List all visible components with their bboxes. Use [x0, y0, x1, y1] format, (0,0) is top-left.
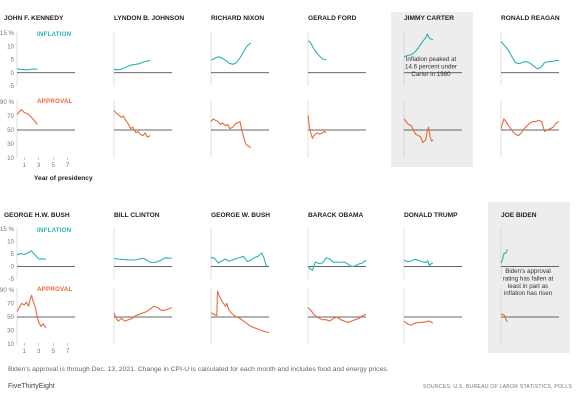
approval-tick-label: 30: [7, 141, 14, 148]
x-tick-label: 3: [37, 162, 41, 169]
approval-line-ronald-reagan: [500, 118, 560, 137]
x-tick-label: 3: [37, 348, 41, 355]
panel-title-lyndon-b-johnson: LYNDON B. JOHNSON: [114, 15, 184, 22]
approval-tick-label: 90 %: [0, 287, 14, 294]
panel-title-gerald-ford: GERALD FORD: [308, 15, 357, 22]
approval-tick-label: 10: [7, 155, 14, 162]
approval-label: APPROVAL: [37, 98, 73, 105]
inflation-tick-label: 5: [11, 251, 15, 258]
panel-title-joe-biden: JOE BIDEN: [501, 212, 537, 219]
annotation-jimmy-carter: Carter in 1980: [411, 71, 451, 78]
approval-line-joe-biden: [501, 313, 508, 323]
inflation-line-barack-obama: [307, 257, 367, 271]
approval-tick-label: 70: [7, 301, 14, 308]
approval-tick-label: 90 %: [0, 99, 14, 106]
annotation-jimmy-carter: Inflation peaked at: [406, 56, 457, 63]
x-tick-label: 5: [52, 162, 56, 169]
inflation-label: INFLATION: [37, 31, 72, 38]
inflation-line-donald-trump: [403, 258, 434, 267]
inflation-line-joe-biden: [500, 249, 508, 264]
inflation-tick-label: 15 %: [0, 226, 14, 233]
inflation-line-richard-nixon: [210, 42, 252, 65]
panel-title-george-h-w-bush: GEORGE H.W. BUSH: [4, 212, 70, 219]
approval-line-richard-nixon: [210, 118, 252, 148]
panel-title-george-w-bush: GEORGE W. BUSH: [211, 212, 270, 219]
approval-line-george-w-bush: [210, 290, 270, 334]
inflation-tick-label: 15 %: [0, 30, 14, 37]
approval-tick-label: 10: [7, 341, 14, 348]
inflation-line-george-w-bush: [210, 252, 268, 267]
inflation-line-lyndon-b-johnson: [113, 60, 151, 71]
highlight-box-jimmy-carter: [391, 12, 473, 167]
approval-tick-label: 50: [7, 127, 14, 134]
approval-line-jimmy-carter: [403, 118, 434, 144]
panel-title-richard-nixon: RICHARD NIXON: [211, 15, 264, 22]
inflation-tick-label: 5: [11, 57, 15, 64]
inflation-line-jimmy-carter: [403, 33, 434, 58]
inflation-tick-label: -5: [8, 83, 14, 90]
panel-title-barack-obama: BARACK OBAMA: [308, 212, 364, 219]
inflation-label: INFLATION: [37, 227, 72, 234]
approval-line-john-f-kennedy: [16, 109, 38, 125]
annotation-joe-biden: Biden's approval: [505, 268, 551, 275]
panel-title-jimmy-carter: JIMMY CARTER: [404, 15, 454, 22]
x-tick-label: 1: [23, 162, 27, 169]
approval-line-gerald-ford: [307, 115, 327, 139]
approval-tick-label: 50: [7, 314, 14, 321]
annotation-joe-biden: inflation has risen: [504, 290, 553, 297]
inflation-tick-label: 10: [7, 239, 14, 246]
approval-label: APPROVAL: [37, 286, 73, 293]
inflation-line-george-h-w-bush: [16, 250, 47, 260]
inflation-tick-label: 10: [7, 43, 14, 50]
x-tick-label: 1: [23, 348, 27, 355]
inflation-tick-label: 0: [11, 70, 15, 77]
highlight-box-joe-biden: [488, 202, 570, 353]
approval-line-donald-trump: [403, 320, 434, 326]
annotation-joe-biden: rating has fallen at: [503, 275, 554, 282]
panel-title-ronald-reagan: RONALD REAGAN: [501, 15, 560, 22]
x-axis-label: Year of presidency: [34, 175, 93, 182]
inflation-line-john-f-kennedy: [16, 68, 38, 71]
approval-line-george-h-w-bush: [16, 294, 47, 329]
x-tick-label: 7: [66, 162, 70, 169]
inflation-tick-label: -5: [8, 276, 14, 283]
x-tick-label: 7: [66, 348, 70, 355]
annotation-jimmy-carter: 14.6 percent under: [405, 63, 457, 70]
panel-title-donald-trump: DONALD TRUMP: [404, 212, 458, 219]
approval-line-bill-clinton: [113, 305, 173, 322]
approval-line-lyndon-b-johnson: [113, 110, 151, 138]
footer-note: Biden's approval is through Dec. 13, 202…: [8, 366, 389, 373]
approval-tick-label: 30: [7, 328, 14, 335]
approval-tick-label: 70: [7, 113, 14, 120]
panel-title-john-f-kennedy: JOHN F. KENNEDY: [4, 15, 64, 22]
inflation-line-gerald-ford: [307, 40, 327, 61]
inflation-line-ronald-reagan: [500, 41, 559, 70]
annotation-joe-biden: least in part as: [508, 283, 548, 290]
inflation-tick-label: 0: [11, 264, 15, 271]
brand-logo-text: FiveThirtyEight: [8, 383, 55, 390]
panel-title-bill-clinton: BILL CLINTON: [114, 212, 160, 219]
sources-note: SOURCES: U.S. BUREAU OF LABOR STATISTICS…: [423, 384, 572, 390]
approval-line-barack-obama: [307, 307, 367, 323]
inflation-line-bill-clinton: [113, 257, 173, 264]
x-tick-label: 5: [52, 348, 56, 355]
